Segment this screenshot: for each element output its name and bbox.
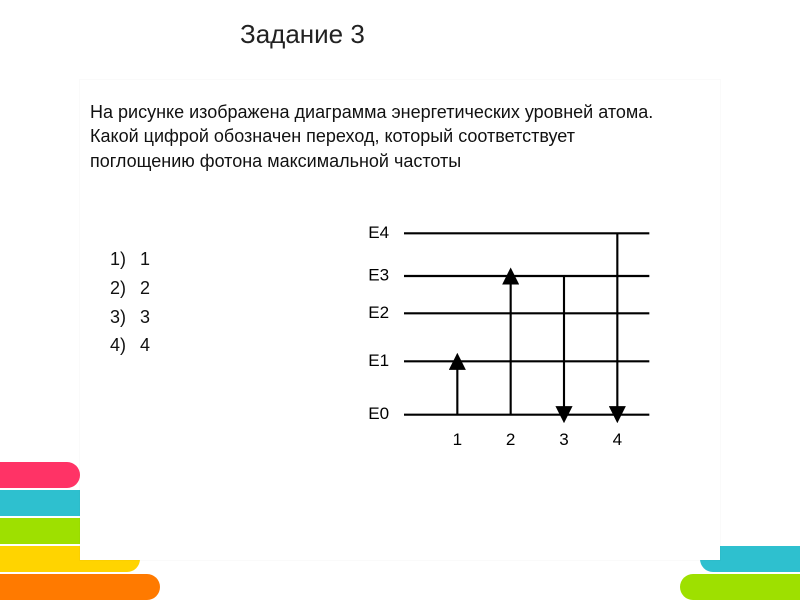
option-number: 4) [110, 331, 126, 360]
stripe [680, 574, 800, 600]
svg-text:3: 3 [559, 430, 568, 449]
slide-page: Задание 3 На рисунке изображена диаграмм… [0, 0, 800, 600]
svg-text:E4: E4 [368, 223, 389, 242]
svg-text:1: 1 [453, 430, 462, 449]
task-title: Задание 3 [240, 20, 400, 49]
stripe [0, 462, 80, 488]
option-4: 4) 4 [110, 331, 150, 360]
option-label: 1 [140, 245, 150, 274]
svg-text:E1: E1 [368, 351, 389, 370]
svg-text:2: 2 [506, 430, 515, 449]
stripe [0, 574, 160, 600]
energy-level-diagram: E4 E3 E2 E1 E0 1 2 3 4 [340, 210, 660, 470]
svg-text:E3: E3 [368, 266, 389, 285]
option-3: 3) 3 [110, 303, 150, 332]
option-number: 3) [110, 303, 126, 332]
option-label: 4 [140, 331, 150, 360]
option-1: 1) 1 [110, 245, 150, 274]
yellow-accent [690, 140, 730, 180]
option-label: 3 [140, 303, 150, 332]
option-2: 2) 2 [110, 274, 150, 303]
svg-text:4: 4 [613, 430, 622, 449]
svg-text:E2: E2 [368, 303, 389, 322]
option-number: 2) [110, 274, 126, 303]
answer-options: 1) 1 2) 2 3) 3 4) 4 [110, 245, 150, 360]
option-label: 2 [140, 274, 150, 303]
option-number: 1) [110, 245, 126, 274]
question-text: На рисунке изображена диаграмма энергети… [90, 100, 660, 173]
svg-text:E0: E0 [368, 404, 389, 423]
